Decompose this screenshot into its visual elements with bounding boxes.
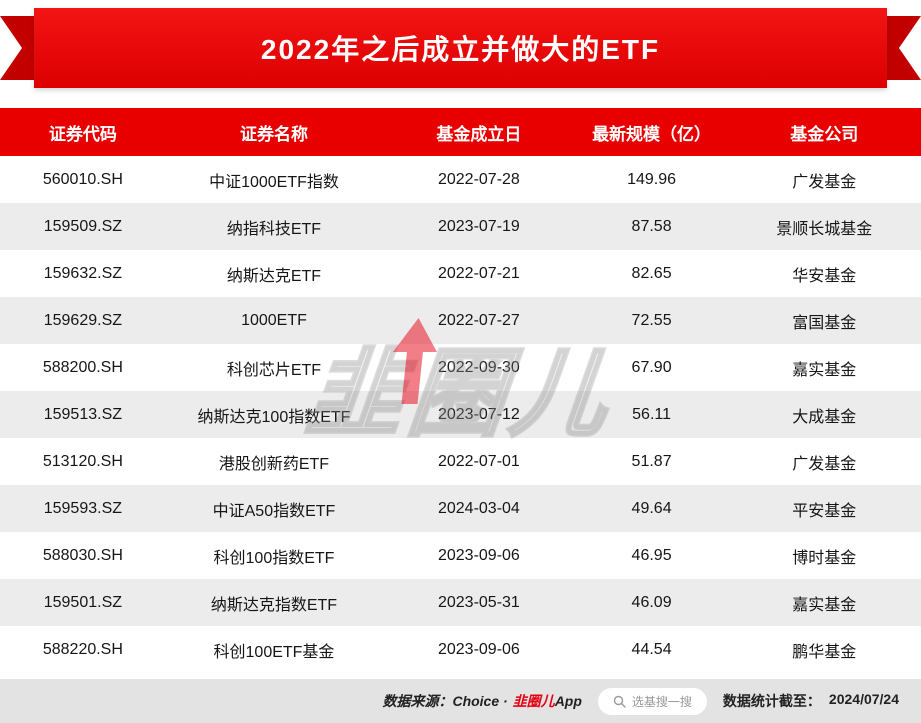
page-title: 2022年之后成立并做大的ETF [260, 34, 661, 65]
table-cell: 2023-07-12 [437, 405, 520, 423]
table-cell: 67.90 [631, 358, 672, 376]
column-header-code: 证券代码 [48, 124, 117, 144]
table-cell: 2023-09-06 [437, 640, 520, 658]
table-cell: 1000ETF [241, 311, 307, 329]
table-cell: 513120.SH [42, 452, 123, 470]
table-header: 证券代码 证券名称 基金成立日 最新规模（亿） 基金公司 [0, 108, 921, 156]
table-cell: 44.54 [631, 640, 672, 658]
table-cell: 2024-03-04 [437, 499, 520, 517]
column-header-scale: 最新规模（亿） [592, 124, 712, 144]
table-cell: 2022-07-01 [437, 452, 520, 470]
search-pill[interactable]: 选基搜一搜 [597, 687, 707, 715]
table-cell: 科创芯片ETF [226, 361, 322, 379]
table-cell: 纳指科技ETF [226, 220, 322, 238]
table-cell: 2022-07-27 [437, 311, 520, 329]
table-cell: 72.55 [631, 311, 672, 329]
table-row: 159501.SZ 纳斯达克指数ETF 2023-05-31 46.09 嘉实基金 [0, 579, 921, 626]
table-cell: 博时基金 [792, 549, 857, 567]
table-cell: 588200.SH [42, 358, 123, 376]
stats-label: 数据统计截至： [722, 693, 821, 709]
table-cell: 纳斯达克100指数ETF [197, 408, 351, 426]
table-cell: 2022-09-30 [437, 358, 520, 376]
table-row: 513120.SH 港股创新药ETF 2022-07-01 51.87 广发基金 [0, 438, 921, 485]
table-cell: 2022-07-28 [437, 170, 520, 188]
table-row: 159513.SZ 纳斯达克100指数ETF 2023-07-12 56.11 大成基金 [0, 391, 921, 438]
table-cell: 鹏华基金 [792, 643, 857, 661]
table-cell: 588220.SH [42, 640, 123, 658]
table-cell: 2023-09-06 [437, 546, 520, 564]
banner-band: 2022年之后成立并做大的ETF [34, 8, 887, 88]
column-header-date: 基金成立日 [436, 124, 522, 144]
table-row: 159632.SZ 纳斯达克ETF 2022-07-21 82.65 华安基金 [0, 250, 921, 297]
table-cell: 纳斯达克ETF [226, 267, 322, 285]
table-cell: 平安基金 [792, 502, 857, 520]
source-logo: 韭圈儿 [512, 693, 555, 709]
table-cell: 2023-07-19 [437, 217, 520, 235]
table-cell: 588030.SH [42, 546, 123, 564]
table-cell: 嘉实基金 [792, 361, 857, 379]
table-cell: 科创100指数ETF [213, 549, 335, 567]
table-cell: 149.96 [627, 170, 677, 188]
footer: 数据来源：Choice · 韭圈儿 App 选基搜一搜 数据统计截至： 2024/… [0, 679, 921, 723]
footer-spacer [0, 673, 921, 679]
table-cell: 87.58 [631, 217, 672, 235]
column-header-company: 基金公司 [790, 124, 859, 144]
table-cell: 港股创新药ETF [218, 455, 330, 473]
table-row: 588220.SH 科创100ETF基金 2023-09-06 44.54 鹏华基金 [0, 626, 921, 673]
search-icon [613, 695, 626, 708]
table-row: 560010.SH 中证1000ETF指数 2022-07-28 149.96 广发基金 [0, 156, 921, 203]
table-cell: 华安基金 [792, 267, 857, 285]
table-cell: 159509.SZ [43, 217, 123, 235]
table-cell: 2022-07-21 [437, 264, 520, 282]
column-header-name: 证券名称 [239, 124, 308, 144]
table-cell: 51.87 [631, 452, 672, 470]
data-source: 数据来源：Choice · 韭圈儿 App [382, 691, 581, 711]
table-cell: 56.11 [632, 405, 671, 423]
table-cell: 景顺长城基金 [776, 220, 873, 238]
table-row: 159593.SZ 中证A50指数ETF 2024-03-04 49.64 平安基金 [0, 485, 921, 532]
table-cell: 159501.SZ [43, 593, 123, 611]
table-row: 588030.SH 科创100指数ETF 2023-09-06 46.95 博时基金 [0, 532, 921, 579]
stats-date: 2024/07/24 [828, 691, 899, 707]
ribbon-banner: 2022年之后成立并做大的ETF [0, 0, 921, 98]
table-cell: 纳斯达克指数ETF [210, 596, 338, 614]
table-cell: 中证1000ETF指数 [209, 173, 339, 191]
search-text: 选基搜一搜 [631, 694, 692, 709]
table-cell: 82.65 [631, 264, 672, 282]
table-cell: 46.09 [631, 593, 672, 611]
table-cell: 中证A50指数ETF [212, 502, 336, 520]
table-row: 588200.SH 科创芯片ETF 2022-09-30 67.90 嘉实基金 [0, 344, 921, 391]
table-cell: 159513.SZ [43, 405, 123, 423]
table-cell: 159629.SZ [43, 311, 123, 329]
table-cell: 广发基金 [792, 455, 857, 473]
table-cell: 49.64 [631, 499, 672, 517]
table-cell: 广发基金 [792, 173, 857, 191]
table-cell: 嘉实基金 [792, 596, 857, 614]
table-cell: 大成基金 [792, 408, 857, 426]
table-cell: 科创100ETF基金 [213, 643, 335, 661]
table-row: 159629.SZ 1000ETF 2022-07-27 72.55 富国基金 [0, 297, 921, 344]
table-cell: 560010.SH [42, 170, 123, 188]
table-cell: 2023-05-31 [437, 593, 520, 611]
table-cell: 159632.SZ [43, 264, 123, 282]
table-cell: 46.95 [631, 546, 672, 564]
banner-spacer [0, 98, 921, 108]
stats: 数据统计截至： 2024/07/24 [723, 691, 899, 711]
table-cell: 富国基金 [792, 314, 857, 332]
table-body: 560010.SH 中证1000ETF指数 2022-07-28 149.96 广发基金… [0, 156, 921, 673]
source-prefix: 数据来源：Choice · [382, 693, 508, 709]
table-cell: 159593.SZ [43, 499, 123, 517]
source-suffix: App [554, 693, 582, 709]
table-row: 159509.SZ 纳指科技ETF 2023-07-19 87.58 景顺长城基金 [0, 203, 921, 250]
